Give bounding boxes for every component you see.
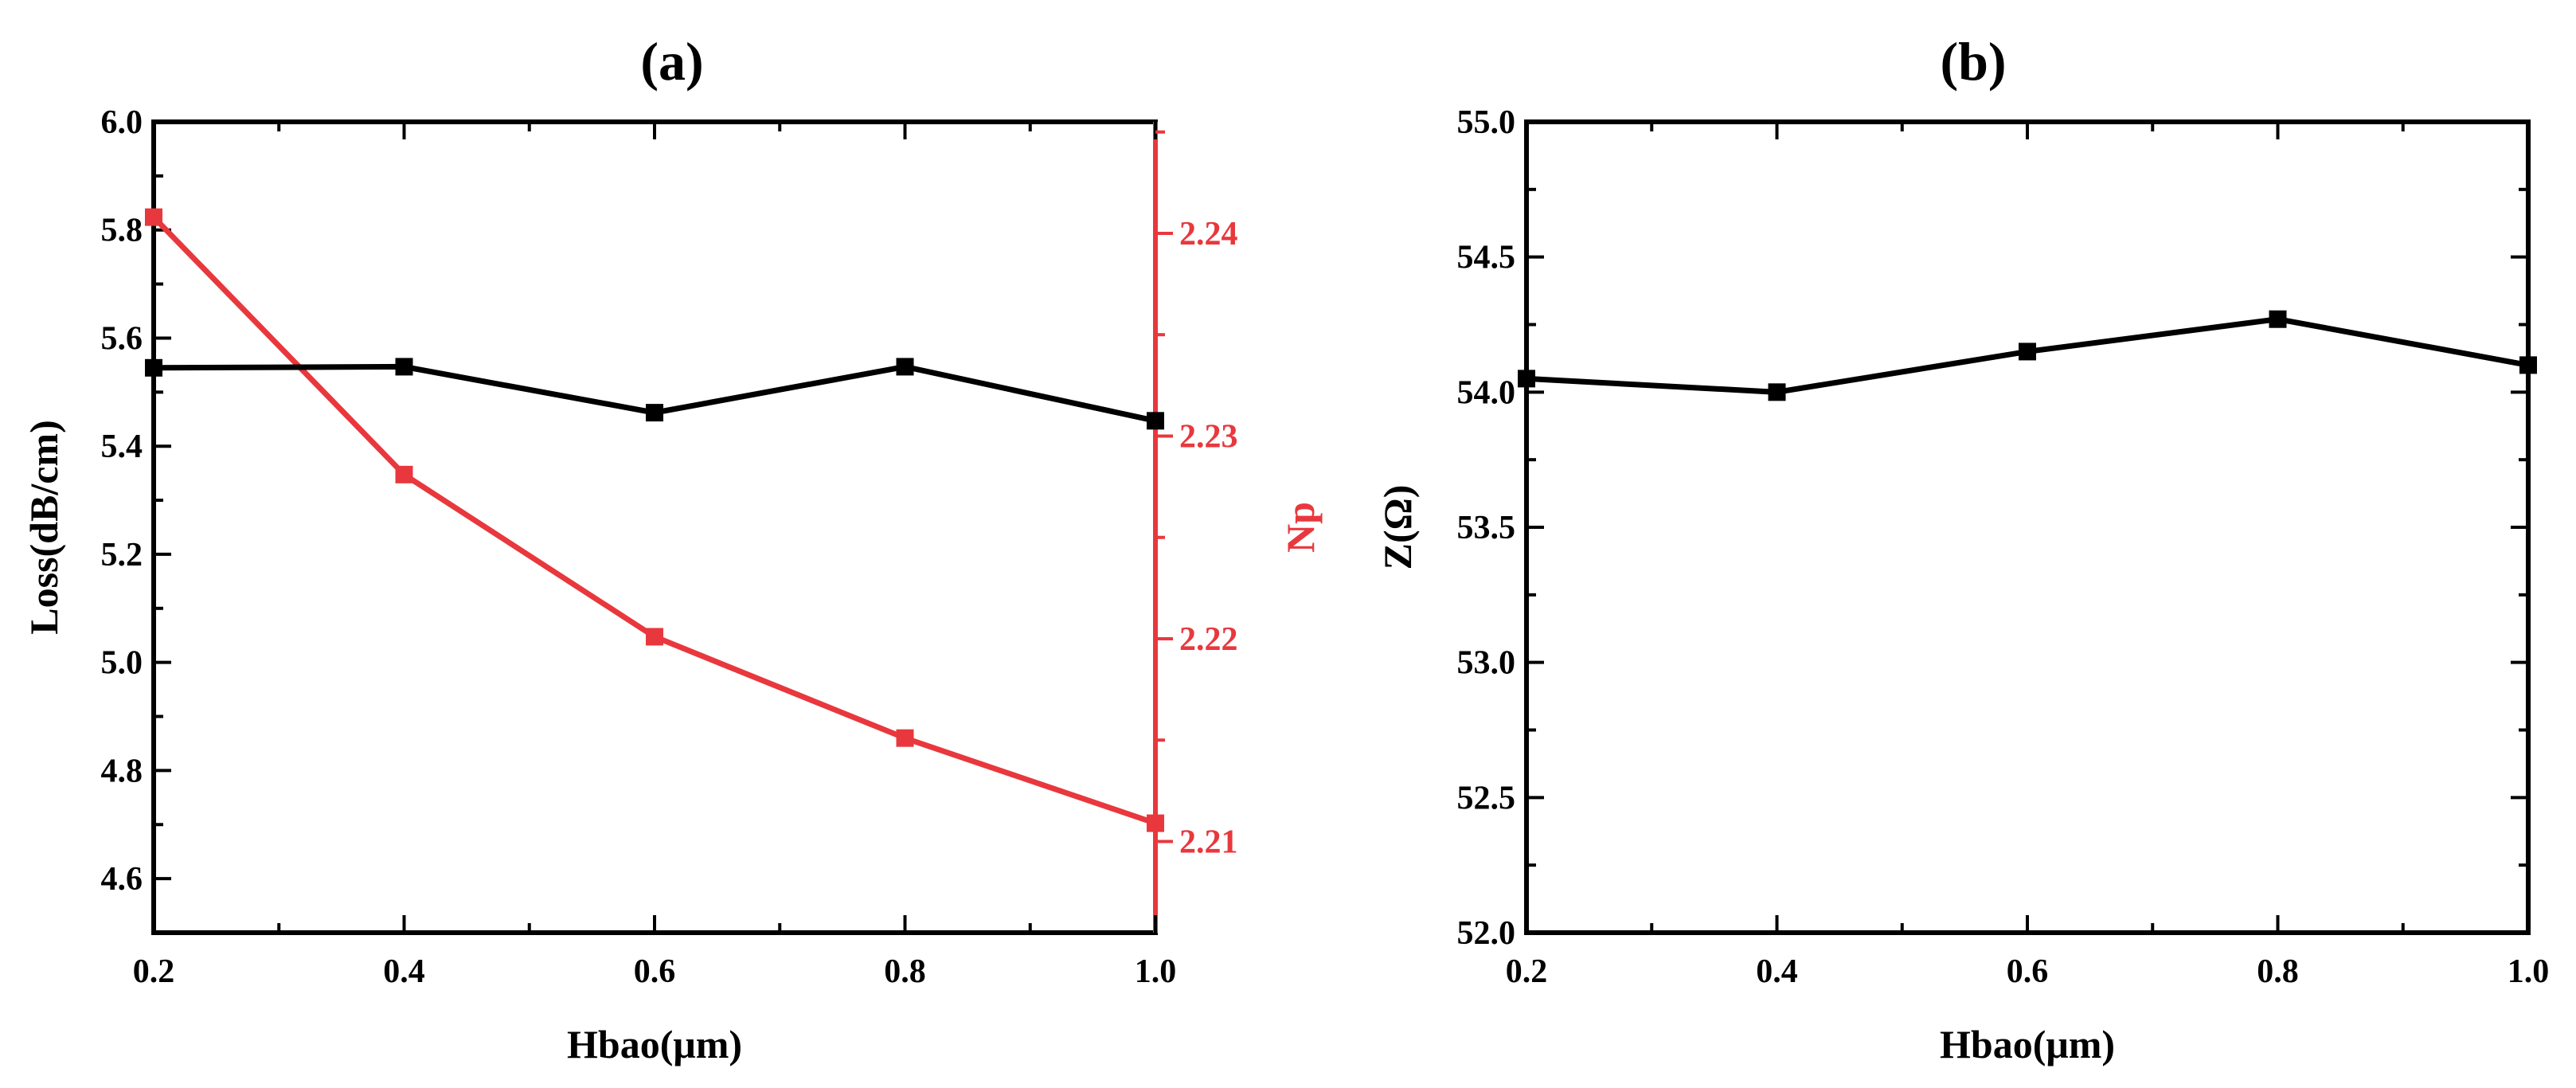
data-point-left	[2519, 356, 2537, 374]
panel-a-plot-frame	[151, 119, 1158, 935]
panel-a-series	[145, 208, 1164, 832]
y-tick-label: 4.6	[101, 861, 143, 898]
x-tick-label: 0.4	[383, 953, 425, 990]
panel-a-title: (a)	[640, 31, 703, 92]
x-tick-label: 0.2	[133, 953, 175, 990]
panel-b-plot-frame	[1524, 119, 2531, 935]
data-point-left	[2019, 342, 2036, 361]
x-tick-label: 0.4	[1756, 953, 1798, 990]
data-point-left	[1147, 412, 1164, 430]
y-tick-label: 6.0	[101, 104, 143, 141]
y-tick-label: 4.8	[101, 753, 143, 789]
data-point-left	[2269, 310, 2287, 328]
data-point-right	[896, 729, 914, 747]
y-tick-label: 52.0	[1457, 915, 1516, 952]
data-point-left	[896, 358, 914, 376]
y-tick-label: 53.5	[1457, 510, 1516, 546]
y-tick-label: 54.0	[1457, 374, 1516, 411]
panel-b-x-axis-title: Hbao(μm)	[1940, 1022, 2115, 1066]
x-tick-label: 1.0	[1135, 953, 1177, 990]
panel-a-y2-axis-title: Np	[1278, 502, 1323, 553]
panel-a-y2-ticks: 2.21 2.22 2.23 2.24	[1155, 130, 1238, 860]
x-tick-label: 0.8	[2257, 953, 2299, 990]
panel-b-x-ticks: 0.2 0.4 0.6 0.8 1.0	[1506, 122, 2550, 990]
panel-b-title: (b)	[1940, 31, 2006, 92]
y-tick-label: 55.0	[1457, 104, 1516, 141]
y-tick-label: 5.8	[101, 213, 143, 249]
x-tick-label: 0.6	[2007, 953, 2049, 990]
y-tick-label: 5.2	[101, 537, 143, 573]
panel-a-y-ticks: 4.6 4.8 5.0 5.2 5.4 5.6 5.8 6.0	[101, 104, 171, 934]
data-point-left	[1518, 370, 1535, 388]
y-tick-label: 53.0	[1457, 645, 1516, 682]
series-line-right	[151, 215, 1157, 826]
x-tick-label: 0.6	[634, 953, 676, 990]
data-point-left	[395, 358, 413, 376]
panel-b-chart: (b) 0.2 0.4 0.6 0.8 1.0 52.0 52.5 53.0 53.5 54.0…	[1375, 31, 2549, 1066]
y2-tick-label: 2.22	[1179, 621, 1238, 658]
y2-tick-label: 2.21	[1179, 824, 1238, 860]
x-tick-label: 0.8	[884, 953, 926, 990]
x-tick-label: 1.0	[2508, 953, 2550, 990]
panel-b-series	[1518, 310, 2537, 401]
panel-b-y-axis-title: Z(Ω)	[1375, 485, 1420, 570]
data-point-left	[646, 404, 663, 422]
x-tick-label: 0.2	[1506, 953, 1548, 990]
y2-tick-label: 2.23	[1179, 418, 1238, 455]
y-tick-label: 52.5	[1457, 780, 1516, 816]
data-point-right	[646, 628, 663, 646]
panel-a-x-axis-title: Hbao(μm)	[567, 1022, 742, 1066]
data-point-right	[1147, 814, 1164, 832]
panel-a-chart: (a) 0.2 0.4 0.6 0.8 1.0 4.6 4.8 5.0 5.2 5.4 5.6 5.…	[21, 31, 1323, 1066]
data-point-right	[395, 465, 413, 483]
y-tick-label: 5.6	[101, 320, 143, 357]
y-tick-label: 5.4	[101, 429, 143, 465]
panel-a-y-axis-title: Loss(dB/cm)	[21, 420, 66, 634]
data-point-right	[145, 208, 162, 226]
y-tick-label: 54.5	[1457, 240, 1516, 276]
panel-a-x-ticks: 0.2 0.4 0.6 0.8 1.0	[133, 122, 1177, 990]
data-point-left	[145, 358, 162, 377]
y-tick-label: 5.0	[101, 645, 143, 682]
data-point-left	[1768, 383, 1786, 401]
y2-tick-label: 2.24	[1179, 216, 1238, 252]
panel-b-y-ticks: 52.0 52.5 53.0 53.5 54.0 54.5 55.0	[1457, 104, 2528, 952]
